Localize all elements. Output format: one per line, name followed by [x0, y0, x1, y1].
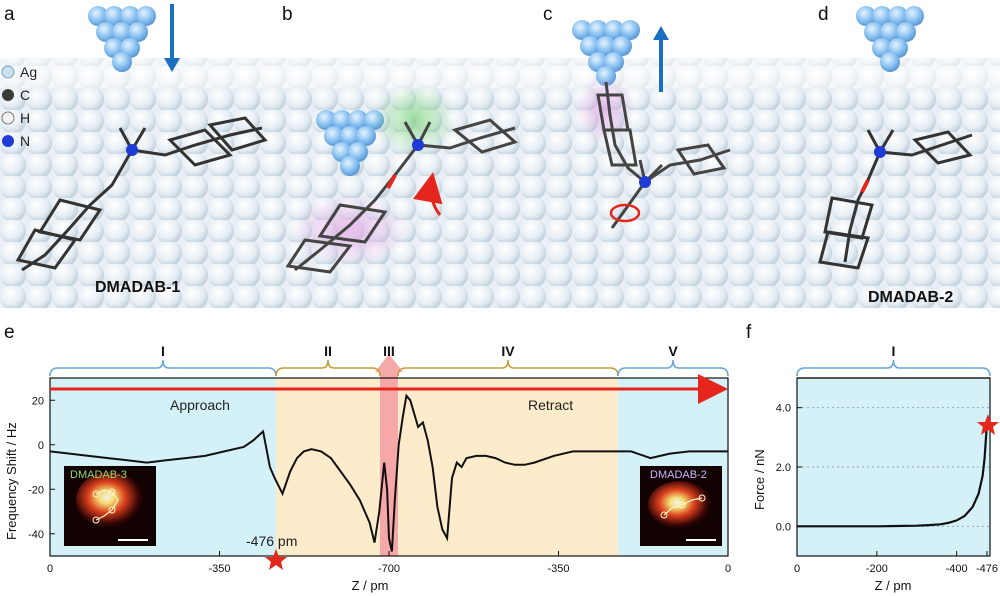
star-marker-f	[977, 414, 999, 435]
molecule-a	[15, 116, 268, 272]
x-tick-label: 0	[794, 563, 800, 575]
annotation-retract: Retract	[528, 397, 573, 413]
annotation-approach: Approach	[170, 397, 230, 413]
frequency-shift-line	[50, 393, 728, 552]
y-tick-label: 0	[38, 440, 44, 452]
rotation-ring-c	[609, 203, 641, 223]
y-tick-label: 20	[32, 395, 44, 407]
legend-c-icon	[2, 89, 14, 101]
nitrogen-atom-b	[412, 139, 424, 151]
highlight-pink-c	[575, 76, 635, 144]
region-brace	[275, 359, 381, 377]
legend-h-label: H	[20, 110, 30, 126]
highlight-pink-b	[290, 194, 410, 266]
region-brace	[49, 359, 277, 377]
panel-label-c: c	[543, 4, 553, 25]
panel-label-b: b	[282, 4, 293, 25]
silver-surface	[0, 58, 1000, 308]
tip-cluster-b	[316, 110, 384, 176]
region-brace	[796, 359, 991, 377]
x-axis-label-e: Z / pm	[352, 578, 389, 593]
tip-cluster-c	[572, 20, 640, 86]
nitrogen-atom-a	[126, 144, 138, 156]
region-label: II	[324, 343, 332, 359]
y-tick-label: 0.0	[776, 521, 791, 533]
arrow-up-icon	[653, 26, 669, 92]
region-label: I	[161, 343, 165, 359]
panel-label-f: f	[746, 322, 752, 343]
y-tick-label: -20	[28, 484, 44, 496]
inset-dmadab3: DMADAB-3	[64, 466, 156, 546]
arrow-down-icon	[164, 4, 180, 72]
tip-cluster-a	[88, 6, 156, 72]
panel-label-a: a	[4, 4, 15, 25]
region-brace	[397, 359, 619, 377]
legend-c-label: C	[20, 87, 30, 103]
legend-n-icon	[2, 135, 14, 147]
legend-n-label: N	[20, 133, 30, 149]
x-tick-label: 0	[47, 563, 53, 575]
molecule-d	[818, 129, 973, 270]
region-label: III	[383, 343, 395, 359]
x-tick-label: -400	[946, 563, 968, 575]
molecule-label-dmadab2: DMADAB-2	[868, 289, 953, 306]
y-axis-label-e: Frequency Shift / Hz	[4, 422, 19, 540]
highlight-green	[373, 84, 457, 156]
surface-fade	[0, 58, 1000, 88]
molecule-c	[596, 81, 731, 229]
nitrogen-atom-d	[874, 146, 886, 158]
y-axis-label-f: Force / nN	[752, 449, 767, 510]
region-label: I	[892, 343, 896, 359]
force-line	[797, 422, 989, 528]
x-axis-label-f: Z / pm	[875, 578, 912, 593]
tip-cluster-d	[856, 6, 924, 72]
legend-h-icon	[1, 111, 15, 125]
bond-highlight-b	[386, 174, 397, 189]
inset-label-dmadab3: DMADAB-3	[70, 469, 127, 481]
legend-ag-icon	[1, 65, 15, 79]
region-label: IV	[501, 343, 515, 359]
region-brace	[617, 359, 729, 377]
nitrogen-atom-c	[639, 176, 651, 188]
panel-label-d: d	[818, 4, 829, 25]
y-tick-label: 4.0	[776, 403, 791, 415]
chart-f: 0.0 2.0 4.0 0 -200 -400 -476 Force / nN Z / pm…	[752, 343, 999, 593]
bond-highlight-d	[860, 179, 870, 193]
x-tick-label: 0	[725, 563, 731, 575]
star-marker-e	[265, 549, 287, 570]
atom-legend: Ag C H N	[1, 64, 37, 149]
inset-label-dmadab2: DMADAB-2	[650, 469, 707, 481]
y-tick-label: -40	[28, 529, 44, 541]
molecule-label-dmadab1: DMADAB-1	[95, 279, 180, 296]
inset-dmadab2: DMADAB-2	[640, 466, 722, 546]
molecule-b	[285, 118, 519, 274]
x-tick-label: -476	[976, 563, 998, 575]
x-tick-label: -200	[866, 563, 888, 575]
legend-ag-label: Ag	[20, 64, 37, 80]
x-tick-label: -350	[547, 563, 569, 575]
y-tick-label: 2.0	[776, 462, 791, 474]
panel-label-e: e	[4, 322, 15, 343]
chart-e: 20 0 -20 -40 0 -350 -700 -350 0 Frequency Shift …	[4, 343, 731, 593]
rotation-arrow-b	[412, 172, 443, 216]
region-label: V	[668, 343, 678, 359]
x-tick-label: -350	[208, 563, 230, 575]
annotation-star: -476 pm	[246, 533, 297, 549]
contact-arrow-icon	[375, 354, 403, 378]
region-interaction-bg	[276, 378, 618, 556]
x-tick-label: -700	[378, 563, 400, 575]
